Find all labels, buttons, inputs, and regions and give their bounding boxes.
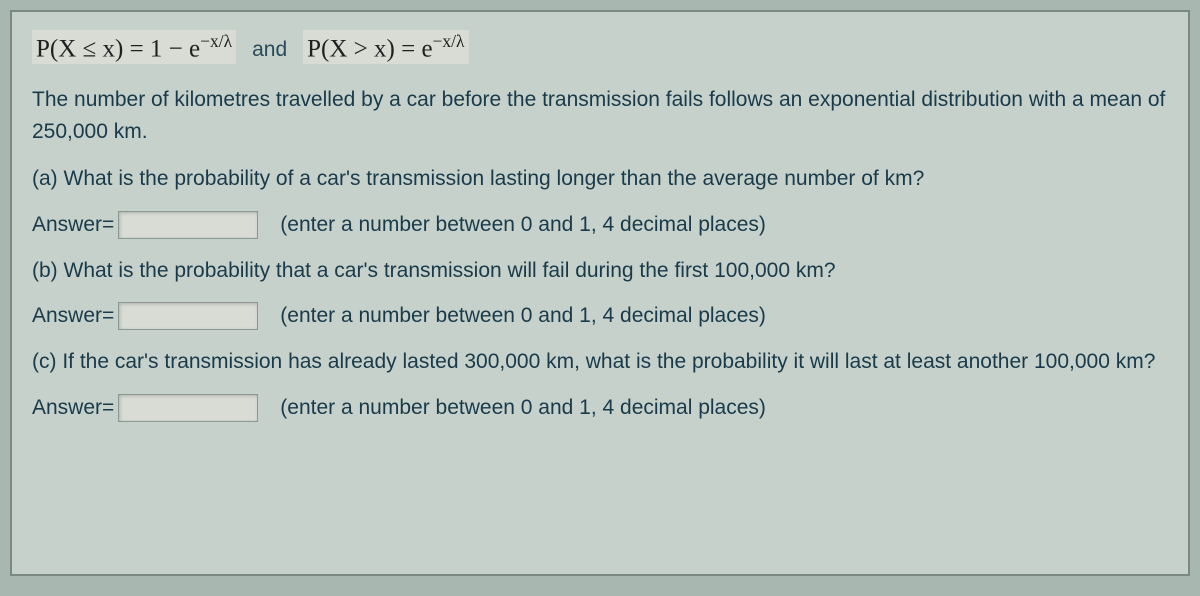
answer-input-a[interactable] xyxy=(118,211,258,239)
formula-cdf: P(X ≤ x) = 1 − e−x/λ xyxy=(32,30,236,64)
answer-row-a: Answer= (enter a number between 0 and 1,… xyxy=(32,211,1168,239)
question-c: (c) If the car's transmission has alread… xyxy=(32,346,1168,378)
answer-label-c: Answer= xyxy=(32,396,114,420)
question-panel: P(X ≤ x) = 1 − e−x/λ and P(X > x) = e−x/… xyxy=(10,10,1190,576)
answer-input-c[interactable] xyxy=(118,394,258,422)
formula-and: and xyxy=(252,38,287,62)
answer-label-b: Answer= xyxy=(32,304,114,328)
question-a: (a) What is the probability of a car's t… xyxy=(32,163,1168,195)
answer-hint-c: (enter a number between 0 and 1, 4 decim… xyxy=(280,396,766,420)
question-b: (b) What is the probability that a car's… xyxy=(32,255,1168,287)
answer-label-a: Answer= xyxy=(32,213,114,237)
answer-hint-a: (enter a number between 0 and 1, 4 decim… xyxy=(280,213,766,237)
formula-row: P(X ≤ x) = 1 − e−x/λ and P(X > x) = e−x/… xyxy=(32,30,1168,64)
answer-row-b: Answer= (enter a number between 0 and 1,… xyxy=(32,302,1168,330)
answer-row-c: Answer= (enter a number between 0 and 1,… xyxy=(32,394,1168,422)
problem-intro: The number of kilometres travelled by a … xyxy=(32,84,1168,147)
answer-hint-b: (enter a number between 0 and 1, 4 decim… xyxy=(280,304,766,328)
formula-survival: P(X > x) = e−x/λ xyxy=(303,30,468,64)
answer-input-b[interactable] xyxy=(118,302,258,330)
